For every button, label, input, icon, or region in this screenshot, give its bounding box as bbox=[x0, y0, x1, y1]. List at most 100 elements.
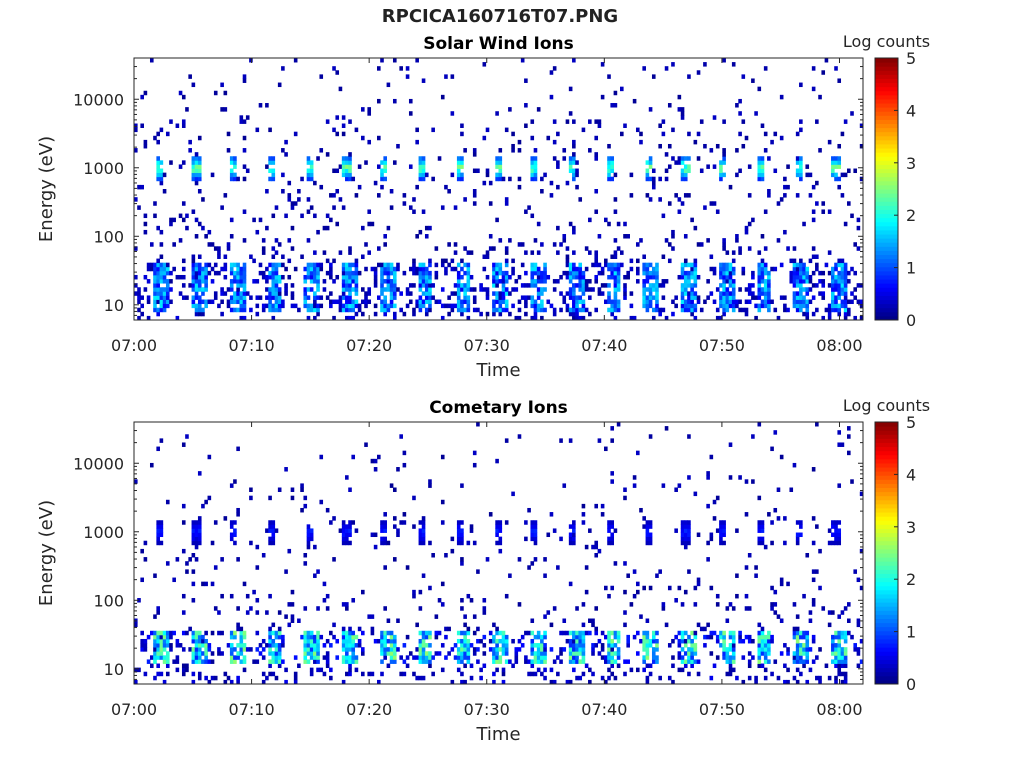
colorbar-swatch bbox=[875, 307, 898, 313]
heatmap-cell bbox=[792, 279, 797, 284]
heatmap-cell bbox=[428, 643, 432, 648]
heatmap-cell bbox=[463, 643, 467, 648]
heatmap-cell bbox=[834, 172, 838, 178]
heatmap-cell bbox=[728, 667, 733, 673]
heatmap-cell bbox=[706, 634, 710, 640]
heatmap-cell bbox=[680, 262, 685, 268]
heatmap-cell bbox=[242, 630, 247, 636]
heatmap-cell bbox=[348, 283, 352, 288]
heatmap-cell bbox=[572, 270, 576, 276]
heatmap-cell bbox=[169, 634, 173, 640]
heatmap-cell bbox=[469, 287, 474, 292]
heatmap-cell bbox=[786, 667, 790, 673]
heatmap-cell bbox=[373, 270, 378, 276]
heatmap-cell bbox=[348, 487, 352, 492]
heatmap-cell bbox=[770, 520, 774, 525]
heatmap-cell bbox=[281, 638, 285, 644]
heatmap-cell bbox=[651, 283, 656, 288]
heatmap-cell bbox=[604, 679, 608, 685]
heatmap-cell bbox=[610, 164, 615, 169]
heatmap-cell bbox=[719, 160, 723, 165]
heatmap-cell bbox=[690, 630, 694, 636]
heatmap-cell bbox=[683, 287, 688, 292]
heatmap-cell bbox=[703, 205, 707, 210]
heatmap-cell bbox=[824, 663, 829, 669]
heatmap-cell bbox=[428, 585, 432, 591]
heatmap-cell bbox=[377, 262, 381, 268]
heatmap-cell bbox=[581, 622, 586, 628]
heatmap-cell bbox=[683, 544, 688, 550]
heatmap-cell bbox=[194, 647, 199, 652]
heatmap-cell bbox=[412, 655, 416, 660]
heatmap-cell bbox=[690, 274, 694, 280]
heatmap-cell bbox=[536, 651, 541, 656]
heatmap-cell bbox=[597, 234, 602, 239]
heatmap-cell bbox=[747, 299, 752, 305]
heatmap-cell bbox=[287, 197, 292, 202]
heatmap-cell bbox=[402, 520, 407, 525]
heatmap-cell bbox=[655, 295, 659, 300]
heatmap-cell bbox=[351, 647, 356, 652]
colorbar-swatch bbox=[875, 655, 898, 660]
heatmap-cell bbox=[197, 299, 202, 305]
heatmap-cell bbox=[623, 487, 627, 492]
heatmap-cell bbox=[572, 638, 576, 644]
heatmap-cell bbox=[380, 647, 384, 652]
heatmap-cell bbox=[792, 659, 797, 664]
heatmap-cell bbox=[760, 291, 765, 296]
heatmap-cell bbox=[239, 303, 244, 309]
heatmap-cell bbox=[456, 638, 461, 644]
heatmap-cell bbox=[348, 152, 352, 157]
heatmap-cell bbox=[572, 225, 576, 231]
heatmap-cell bbox=[498, 266, 503, 272]
heatmap-cell bbox=[236, 270, 240, 276]
heatmap-cell bbox=[527, 205, 531, 210]
heatmap-cell bbox=[450, 536, 455, 542]
heatmap-cell bbox=[153, 201, 157, 206]
heatmap-cell bbox=[309, 262, 314, 268]
heatmap-cell bbox=[456, 524, 461, 529]
heatmap-cell bbox=[373, 303, 378, 309]
heatmap-cell bbox=[850, 479, 854, 484]
heatmap-cell bbox=[613, 172, 618, 178]
heatmap-cell bbox=[811, 66, 816, 71]
heatmap-cell bbox=[773, 168, 778, 174]
heatmap-cell bbox=[616, 274, 621, 280]
heatmap-cell bbox=[837, 430, 842, 435]
heatmap-cell bbox=[511, 143, 515, 149]
heatmap-cell bbox=[201, 270, 205, 276]
heatmap-cell bbox=[850, 634, 854, 640]
heatmap-cell bbox=[175, 274, 180, 280]
heatmap-cell bbox=[204, 262, 208, 268]
heatmap-cell bbox=[143, 638, 148, 644]
heatmap-cell bbox=[524, 209, 528, 214]
heatmap-cell bbox=[159, 307, 164, 313]
heatmap-cell bbox=[140, 303, 144, 309]
heatmap-cell bbox=[795, 168, 800, 174]
heatmap-cell bbox=[613, 528, 618, 533]
heatmap-cell bbox=[261, 655, 266, 660]
heatmap-cell bbox=[744, 135, 749, 141]
heatmap-cell bbox=[271, 315, 276, 321]
heatmap-cell bbox=[341, 291, 346, 296]
heatmap-cell bbox=[197, 160, 202, 165]
heatmap-cell bbox=[843, 303, 848, 309]
heatmap-cell bbox=[572, 266, 576, 272]
heatmap-cell bbox=[418, 630, 423, 636]
heatmap-cell bbox=[482, 663, 487, 669]
heatmap-cell bbox=[277, 307, 282, 313]
x-tick-label: 07:20 bbox=[346, 700, 392, 719]
heatmap-cell bbox=[572, 160, 576, 165]
heatmap-cell bbox=[610, 160, 615, 165]
heatmap-cell bbox=[386, 270, 391, 276]
heatmap-cell bbox=[533, 311, 538, 317]
heatmap-cell bbox=[271, 246, 276, 251]
heatmap-cell bbox=[552, 606, 557, 611]
heatmap-cell bbox=[837, 295, 842, 300]
heatmap-cell bbox=[229, 234, 234, 239]
heatmap-cell bbox=[348, 540, 352, 546]
heatmap-cell bbox=[383, 303, 387, 309]
heatmap-cell bbox=[392, 659, 397, 664]
heatmap-cell bbox=[242, 119, 247, 124]
heatmap-cell bbox=[722, 303, 726, 309]
